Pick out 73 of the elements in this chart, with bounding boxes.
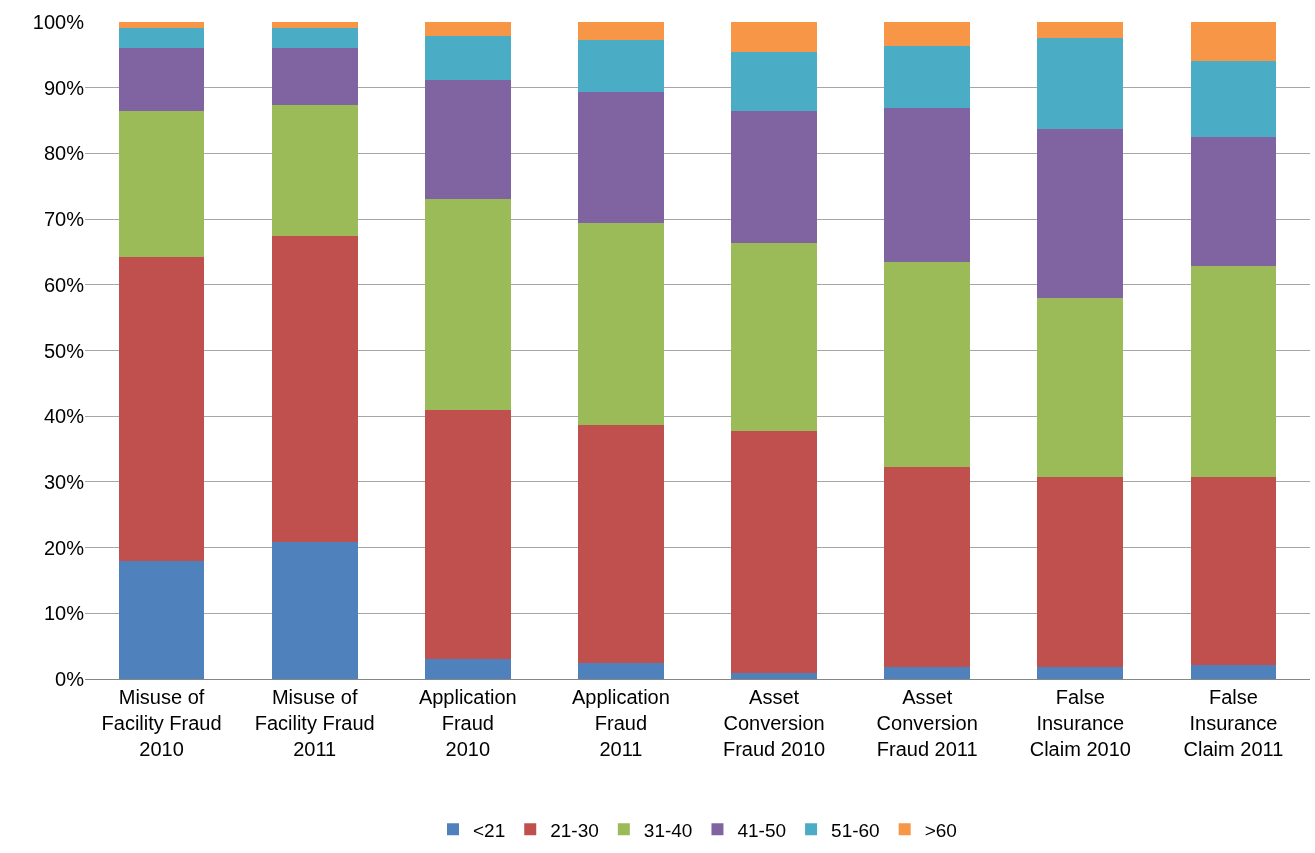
bar <box>578 223 664 426</box>
x-tick-label: Asset Conversion Fraud 2011 <box>876 686 978 760</box>
bar <box>1037 297 1124 478</box>
y-tick-label: 60% <box>43 273 85 296</box>
y-tick-label: 10% <box>43 602 85 625</box>
bar <box>424 79 511 200</box>
bar <box>271 235 358 543</box>
x-tick-label: Application Fraud 2010 <box>418 686 517 760</box>
bar <box>731 673 817 679</box>
y-tick-label: 80% <box>43 142 85 165</box>
y-tick-label: 30% <box>43 470 85 493</box>
x-tick-label: Misuse of Facility Fraud 2011 <box>254 686 375 760</box>
legend-label: 41-50 <box>737 819 787 841</box>
bar <box>118 257 205 561</box>
bar <box>1190 136 1277 267</box>
bar <box>1190 266 1277 478</box>
bar <box>578 92 664 224</box>
x-tick-label: Misuse of Facility Fraud 2010 <box>101 686 222 760</box>
bar <box>118 27 205 49</box>
x-tick-label: False Insurance Claim 2010 <box>1029 686 1131 760</box>
y-tick-label: 100% <box>32 11 85 33</box>
bar <box>578 39 664 93</box>
bar <box>884 22 971 46</box>
legend-label: 21-30 <box>550 819 599 841</box>
y-tick-label: 20% <box>43 536 85 559</box>
bar <box>884 45 971 109</box>
bar <box>118 48 205 111</box>
bar <box>1190 477 1277 666</box>
bar <box>1037 129 1124 298</box>
bar <box>884 667 971 679</box>
x-tick-label: Application Fraud 2011 <box>572 686 670 760</box>
bar <box>578 425 664 663</box>
legend-label: 31-40 <box>643 819 693 841</box>
x-tick-label: Asset Conversion Fraud 2010 <box>722 686 826 760</box>
bar <box>271 542 358 679</box>
bar <box>884 467 971 668</box>
bar <box>424 199 511 411</box>
y-tick-label: 70% <box>43 208 85 231</box>
bar <box>731 243 817 432</box>
bar <box>271 48 358 105</box>
bar <box>731 110 817 244</box>
bar <box>884 261 971 468</box>
bar <box>578 662 664 679</box>
y-tick-label: 40% <box>43 405 85 428</box>
legend-label: <21 <box>473 819 506 841</box>
bar <box>424 22 511 36</box>
bar <box>1190 665 1277 679</box>
y-tick-label: 90% <box>43 76 85 99</box>
y-tick-label: 50% <box>43 339 85 362</box>
bar <box>1190 60 1277 137</box>
bar <box>118 560 205 679</box>
bar <box>1037 38 1124 130</box>
bar <box>118 110 205 258</box>
legend-label: >60 <box>924 819 957 841</box>
x-tick-label: False Insurance Claim 2011 <box>1183 686 1284 760</box>
y-tick-label: 0% <box>55 668 85 690</box>
bar <box>424 35 511 80</box>
bar <box>424 659 511 679</box>
bar <box>731 22 817 52</box>
legend-label: 51-60 <box>831 819 880 841</box>
bar <box>271 27 358 49</box>
bar <box>731 51 817 111</box>
bar <box>271 104 358 236</box>
bar <box>1037 667 1124 679</box>
bar <box>884 108 971 262</box>
bar <box>1037 477 1124 668</box>
bar <box>424 410 511 660</box>
bar <box>578 22 664 40</box>
bar <box>1190 22 1277 61</box>
bar <box>1037 22 1124 39</box>
bar <box>271 22 358 28</box>
bar <box>731 431 817 674</box>
bar <box>118 22 205 28</box>
